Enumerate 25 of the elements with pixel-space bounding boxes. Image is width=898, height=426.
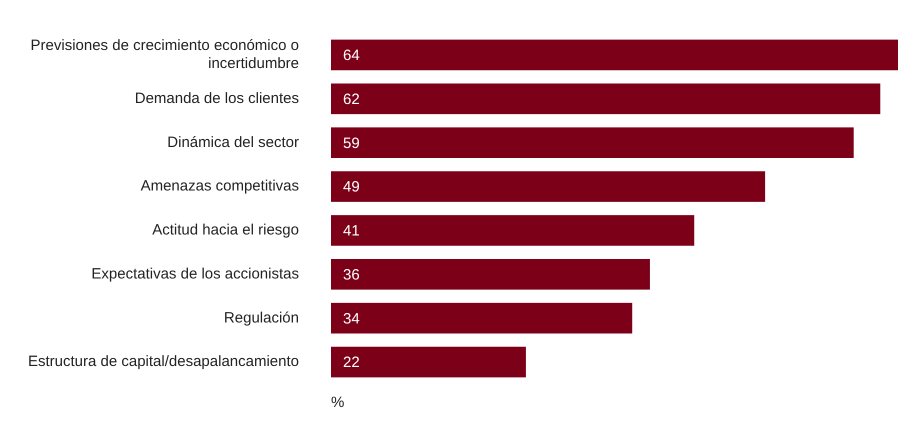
y-tick-label: Expectativas de los accionistas	[91, 265, 299, 282]
data-label: 36	[342, 266, 360, 284]
bar	[330, 40, 898, 70]
bar	[330, 302, 632, 334]
y-tick-label: Estructura de capital/desapalancamiento	[28, 353, 299, 370]
y-tick-label: Dinámica del sector	[167, 134, 299, 151]
bar	[330, 258, 650, 290]
data-label: 22	[342, 354, 360, 372]
data-label: 59	[342, 134, 360, 152]
y-tick-label: Previsiones de crecimiento económico o incertidumbre	[30, 37, 299, 72]
data-label: 62	[342, 90, 360, 108]
y-tick-label: Amenazas competitivas	[140, 178, 299, 195]
data-label: 49	[342, 178, 360, 196]
data-label: 34	[342, 310, 360, 328]
bar	[330, 83, 880, 114]
data-label: 41	[342, 222, 360, 240]
y-tick-label: Regulación	[224, 309, 299, 326]
y-tick-label: Actitud hacia el riesgo	[152, 222, 299, 239]
bar	[330, 215, 694, 246]
bar	[330, 171, 766, 202]
y-tick-label: Demanda de los clientes	[134, 90, 299, 107]
bar	[330, 346, 526, 378]
data-label: 64	[342, 47, 360, 64]
bar	[330, 127, 854, 158]
x-axis-title: %	[330, 394, 344, 412]
